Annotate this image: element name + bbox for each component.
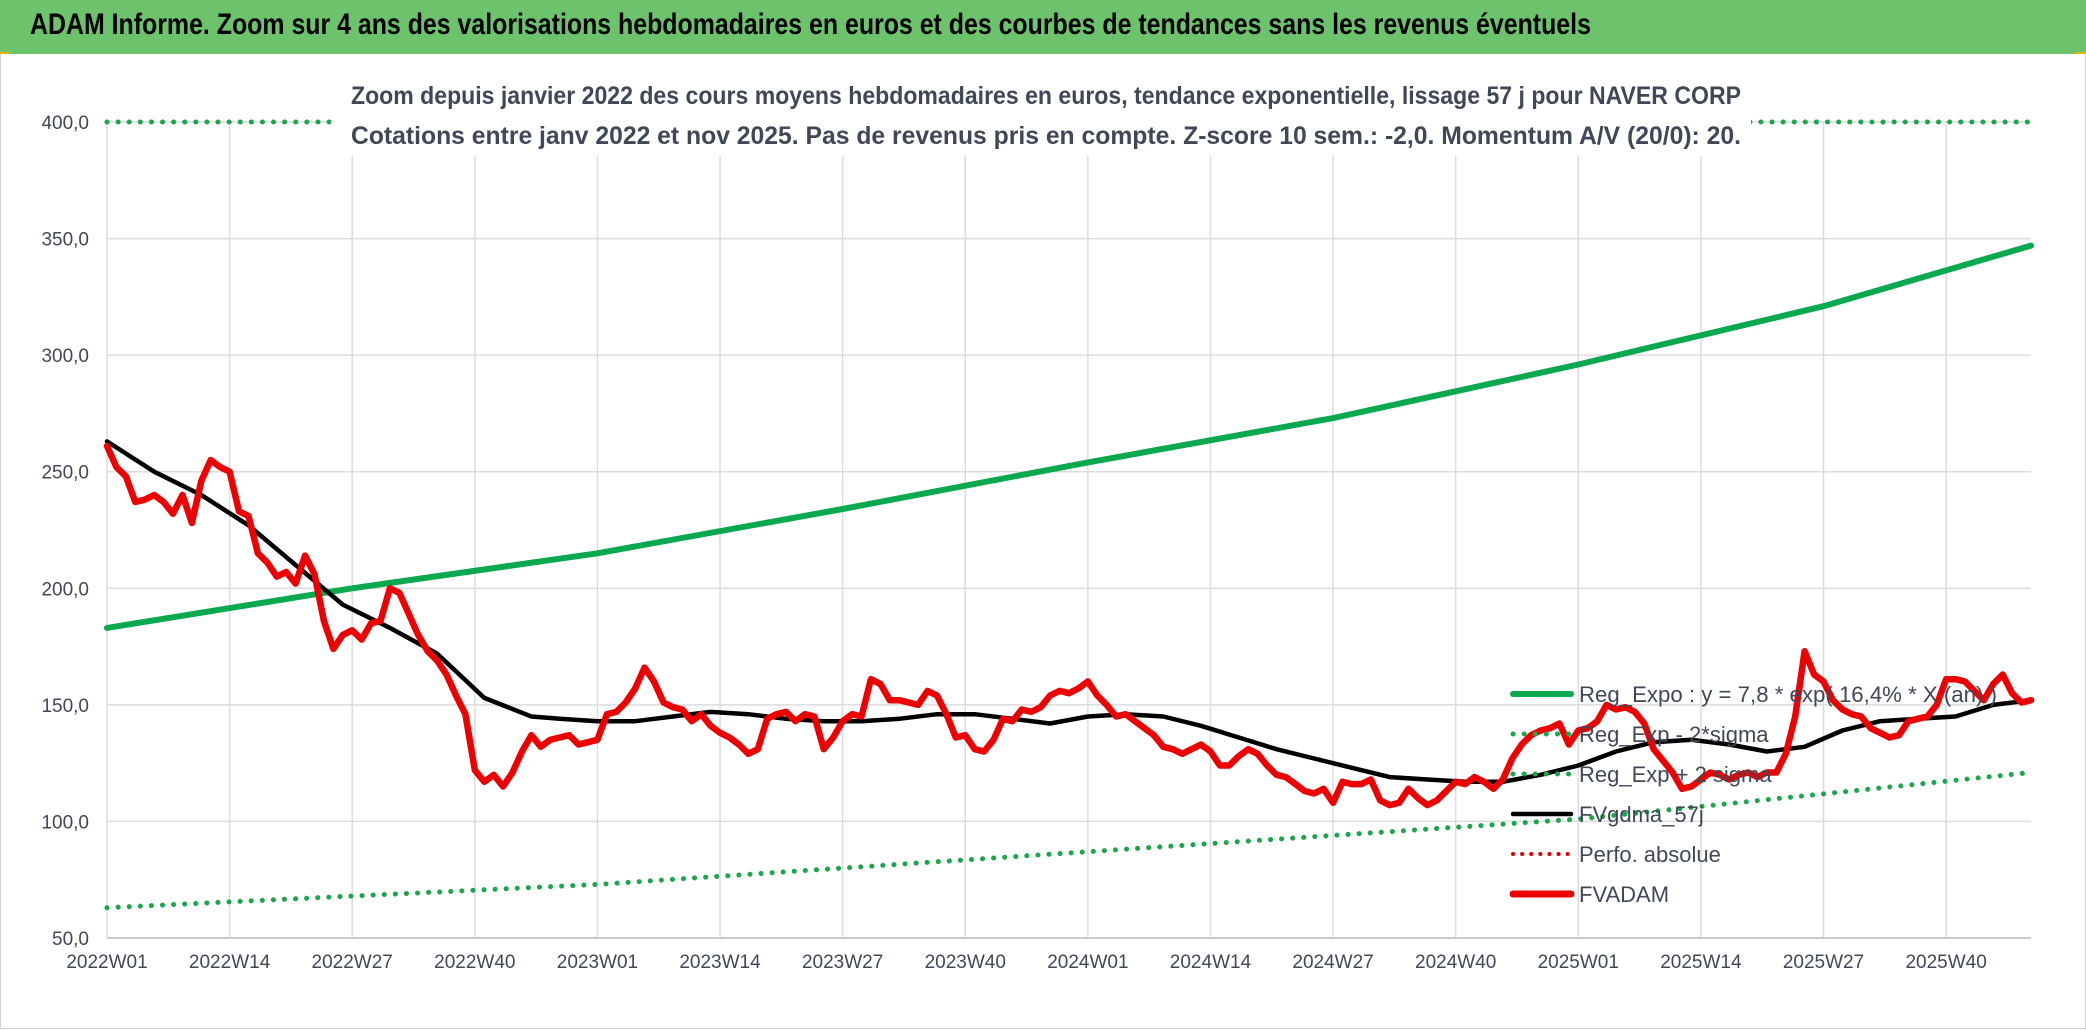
legend-label: FVgdma_57j: [1579, 802, 1704, 827]
series-line-fvadam: [103, 442, 2035, 809]
y-tick-label: 50,0: [52, 929, 89, 950]
legend-label: Reg_Expo : y = 7,8 * exp( 16,4% * X (an)…: [1579, 682, 1997, 707]
x-tick-label: 2023W40: [925, 952, 1006, 973]
report-banner: ADAM Informe. Zoom sur 4 ans des valoris…: [0, 0, 2086, 55]
y-tick-label: 350,0: [41, 230, 89, 251]
chart-subtitle: Cotations entre janv 2022 et nov 2025. P…: [351, 122, 1741, 150]
x-tick-label: 2025W01: [1538, 952, 1619, 973]
x-tick-label: 2022W40: [434, 952, 515, 973]
y-axis: 50,0 100,0 150,0 200,0 250,0 300,0 350,0 400,0: [41, 113, 89, 950]
legend-label: FVADAM: [1579, 882, 1669, 907]
x-tick-label: 2024W27: [1292, 952, 1373, 973]
series-line-sigma-low: [104, 770, 2034, 911]
x-tick-label: 2025W27: [1783, 952, 1864, 973]
x-tick-label: 2023W01: [557, 952, 638, 973]
y-tick-label: 150,0: [41, 696, 89, 717]
x-tick-label: 2024W40: [1415, 952, 1496, 973]
x-tick-label: 2024W01: [1047, 952, 1128, 973]
chart-titles: Zoom depuis janvier 2022 des cours moyen…: [331, 74, 1751, 156]
chart-title: Zoom depuis janvier 2022 des cours moyen…: [351, 82, 1741, 110]
x-tick-label: 2025W14: [1660, 952, 1742, 973]
series-lines: [103, 119, 2035, 911]
legend-label: Reg_Exp + 2 sigma: [1579, 762, 1772, 787]
chart-frame: 50,0 100,0 150,0 200,0 250,0 300,0 350,0 400,0 …: [0, 54, 2086, 1029]
grid-lines: [106, 121, 2031, 939]
series-line-gdma: [104, 439, 2034, 785]
x-tick-label: 2022W01: [66, 952, 147, 973]
x-tick-label: 2022W14: [189, 952, 271, 973]
y-tick-label: 300,0: [41, 346, 89, 367]
legend-label: Perfo. absolue: [1579, 842, 1721, 867]
x-tick-label: 2024W14: [1170, 952, 1252, 973]
y-tick-label: 250,0: [41, 463, 89, 484]
x-tick-label: 2022W27: [312, 952, 393, 973]
title-background: [331, 74, 1751, 156]
x-axis: 2022W01 2022W14 2022W27 2022W40 2023W01 2023W…: [66, 937, 2031, 973]
report-title: ADAM Informe. Zoom sur 4 ans des valoris…: [30, 8, 1591, 41]
series-line-reg-expo: [104, 242, 2034, 631]
x-tick-label: 2023W27: [802, 952, 883, 973]
legend-label: Reg_Exp - 2*sigma: [1579, 722, 1769, 747]
legend: Reg_Expo : y = 7,8 * exp( 16,4% * X (an)…: [1509, 682, 1997, 907]
x-tick-label: 2023W14: [679, 952, 761, 973]
line-chart: 50,0100,0150,0200,0250,0300,0350,0400,0 …: [41, 74, 2035, 973]
y-tick-label: 400,0: [41, 113, 89, 134]
y-tick-label: 100,0: [41, 812, 89, 833]
x-tick-label: 2025W40: [1905, 952, 1986, 973]
y-tick-label: 200,0: [41, 579, 89, 600]
